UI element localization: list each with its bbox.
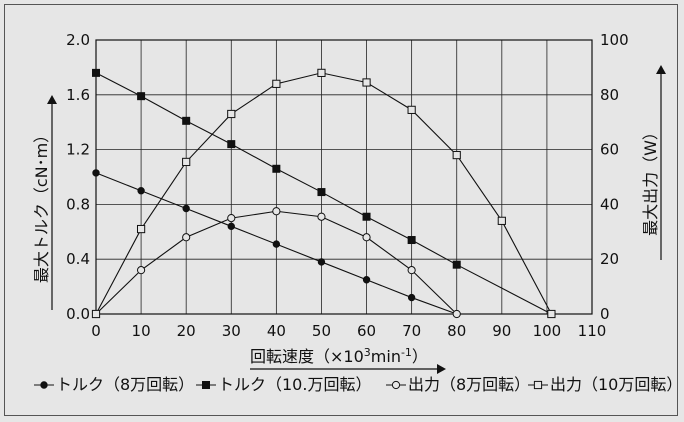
grid bbox=[95, 39, 593, 315]
data-point bbox=[182, 157, 191, 167]
right-tick-label: 100 bbox=[600, 31, 629, 49]
data-point bbox=[137, 187, 145, 195]
left-tick-label: 1.6 bbox=[66, 86, 90, 104]
x-tick-label: 50 bbox=[312, 322, 331, 340]
series-group bbox=[91, 68, 556, 319]
legend-label: 出力（10万回転） bbox=[550, 375, 682, 394]
right-axis-label: 最大出力（W） bbox=[641, 124, 660, 236]
data-point bbox=[362, 233, 371, 242]
legend-label: 出力（8万回転） bbox=[408, 375, 530, 394]
data-point bbox=[407, 236, 416, 245]
x-tick-label: 80 bbox=[447, 322, 466, 340]
left-tick-label: 0.8 bbox=[66, 195, 90, 213]
data-point bbox=[272, 207, 281, 216]
data-point bbox=[227, 222, 235, 231]
data-point bbox=[497, 216, 506, 225]
legend-label: トルク（10.万回転） bbox=[218, 375, 371, 394]
data-point bbox=[407, 266, 416, 275]
right-tick-label: 20 bbox=[600, 250, 619, 268]
data-point bbox=[317, 188, 326, 197]
legend: トルク（8万回転） トルク（10.万回転） 出力（8万回転） 出力（10万回転） bbox=[34, 375, 682, 394]
legend-marker bbox=[202, 381, 210, 389]
tick-labels: 0 10 20 30 40 50 60 70 80 90 100 110 0.0 0.4 0.8 1.2 1.6… bbox=[66, 31, 629, 340]
series-4 bbox=[91, 68, 556, 319]
data-point bbox=[317, 258, 326, 266]
data-point bbox=[407, 105, 416, 114]
x-axis-title: 回転速度（×103min-1） bbox=[250, 346, 446, 374]
data-point bbox=[182, 116, 191, 125]
data-point bbox=[362, 212, 371, 221]
x-axis-arrowhead bbox=[437, 364, 446, 374]
x-tick-label: 10 bbox=[132, 322, 151, 340]
data-point bbox=[272, 79, 281, 88]
right-tick-label: 60 bbox=[600, 141, 619, 159]
data-point bbox=[227, 140, 236, 149]
x-tick-label: 30 bbox=[222, 322, 241, 340]
right-axis-arrowhead bbox=[656, 65, 666, 74]
right-tick-label: 0 bbox=[600, 305, 610, 323]
data-point bbox=[407, 293, 416, 302]
x-tick-label: 70 bbox=[402, 322, 421, 340]
legend-item-4: 出力（10万回転） bbox=[528, 375, 682, 394]
data-point bbox=[227, 214, 236, 223]
legend-item-2: トルク（10.万回転） bbox=[196, 375, 371, 394]
legend-marker bbox=[40, 381, 48, 389]
x-axis-label: 回転速度（×103min-1） bbox=[250, 346, 428, 366]
data-point bbox=[272, 240, 281, 248]
data-point bbox=[92, 169, 100, 177]
legend-item-1: トルク（8万回転） bbox=[34, 375, 194, 394]
data-point bbox=[452, 309, 461, 319]
data-point bbox=[452, 150, 461, 160]
x-tick-label: 90 bbox=[492, 322, 511, 340]
data-point bbox=[136, 266, 146, 275]
data-point bbox=[272, 164, 281, 173]
data-point bbox=[136, 224, 146, 234]
series-line bbox=[95, 72, 552, 315]
x-tick-label: 100 bbox=[533, 322, 562, 340]
data-point bbox=[317, 212, 326, 221]
series-3 bbox=[91, 207, 461, 319]
x-tick-label: 60 bbox=[357, 322, 376, 340]
x-tick-label: 0 bbox=[91, 322, 101, 340]
legend-marker bbox=[391, 380, 401, 390]
data-point bbox=[137, 92, 146, 101]
data-point bbox=[92, 68, 100, 77]
plot-area bbox=[95, 39, 593, 315]
right-axis-title: 最大出力（W） bbox=[641, 65, 666, 260]
data-point bbox=[91, 309, 101, 319]
data-point bbox=[182, 233, 191, 242]
left-axis-arrowhead bbox=[47, 95, 57, 104]
legend-label: トルク（8万回転） bbox=[56, 375, 194, 394]
series-1 bbox=[92, 169, 461, 318]
left-tick-label: 0.4 bbox=[66, 250, 90, 268]
left-tick-label: 0.0 bbox=[66, 305, 90, 323]
x-tick-label: 20 bbox=[177, 322, 196, 340]
x-tick-label: 40 bbox=[267, 322, 286, 340]
data-point bbox=[227, 109, 236, 119]
right-tick-label: 80 bbox=[600, 86, 619, 104]
left-axis-title: 最大トルク（cN･m） bbox=[32, 95, 57, 310]
left-axis-label: 最大トルク（cN･m） bbox=[32, 127, 51, 283]
data-point bbox=[362, 78, 371, 87]
series-2 bbox=[92, 68, 556, 318]
x-tick-label: 110 bbox=[578, 322, 607, 340]
left-tick-label: 2.0 bbox=[66, 31, 90, 49]
data-point bbox=[317, 68, 326, 77]
data-point bbox=[362, 276, 371, 284]
legend-marker bbox=[533, 380, 543, 390]
data-point bbox=[452, 260, 461, 269]
data-point bbox=[182, 204, 190, 213]
chart-frame bbox=[4, 4, 678, 416]
right-tick-label: 40 bbox=[600, 195, 619, 213]
legend-item-3: 出力（8万回転） bbox=[386, 375, 530, 394]
data-point bbox=[547, 309, 556, 319]
left-tick-label: 1.2 bbox=[66, 141, 90, 159]
